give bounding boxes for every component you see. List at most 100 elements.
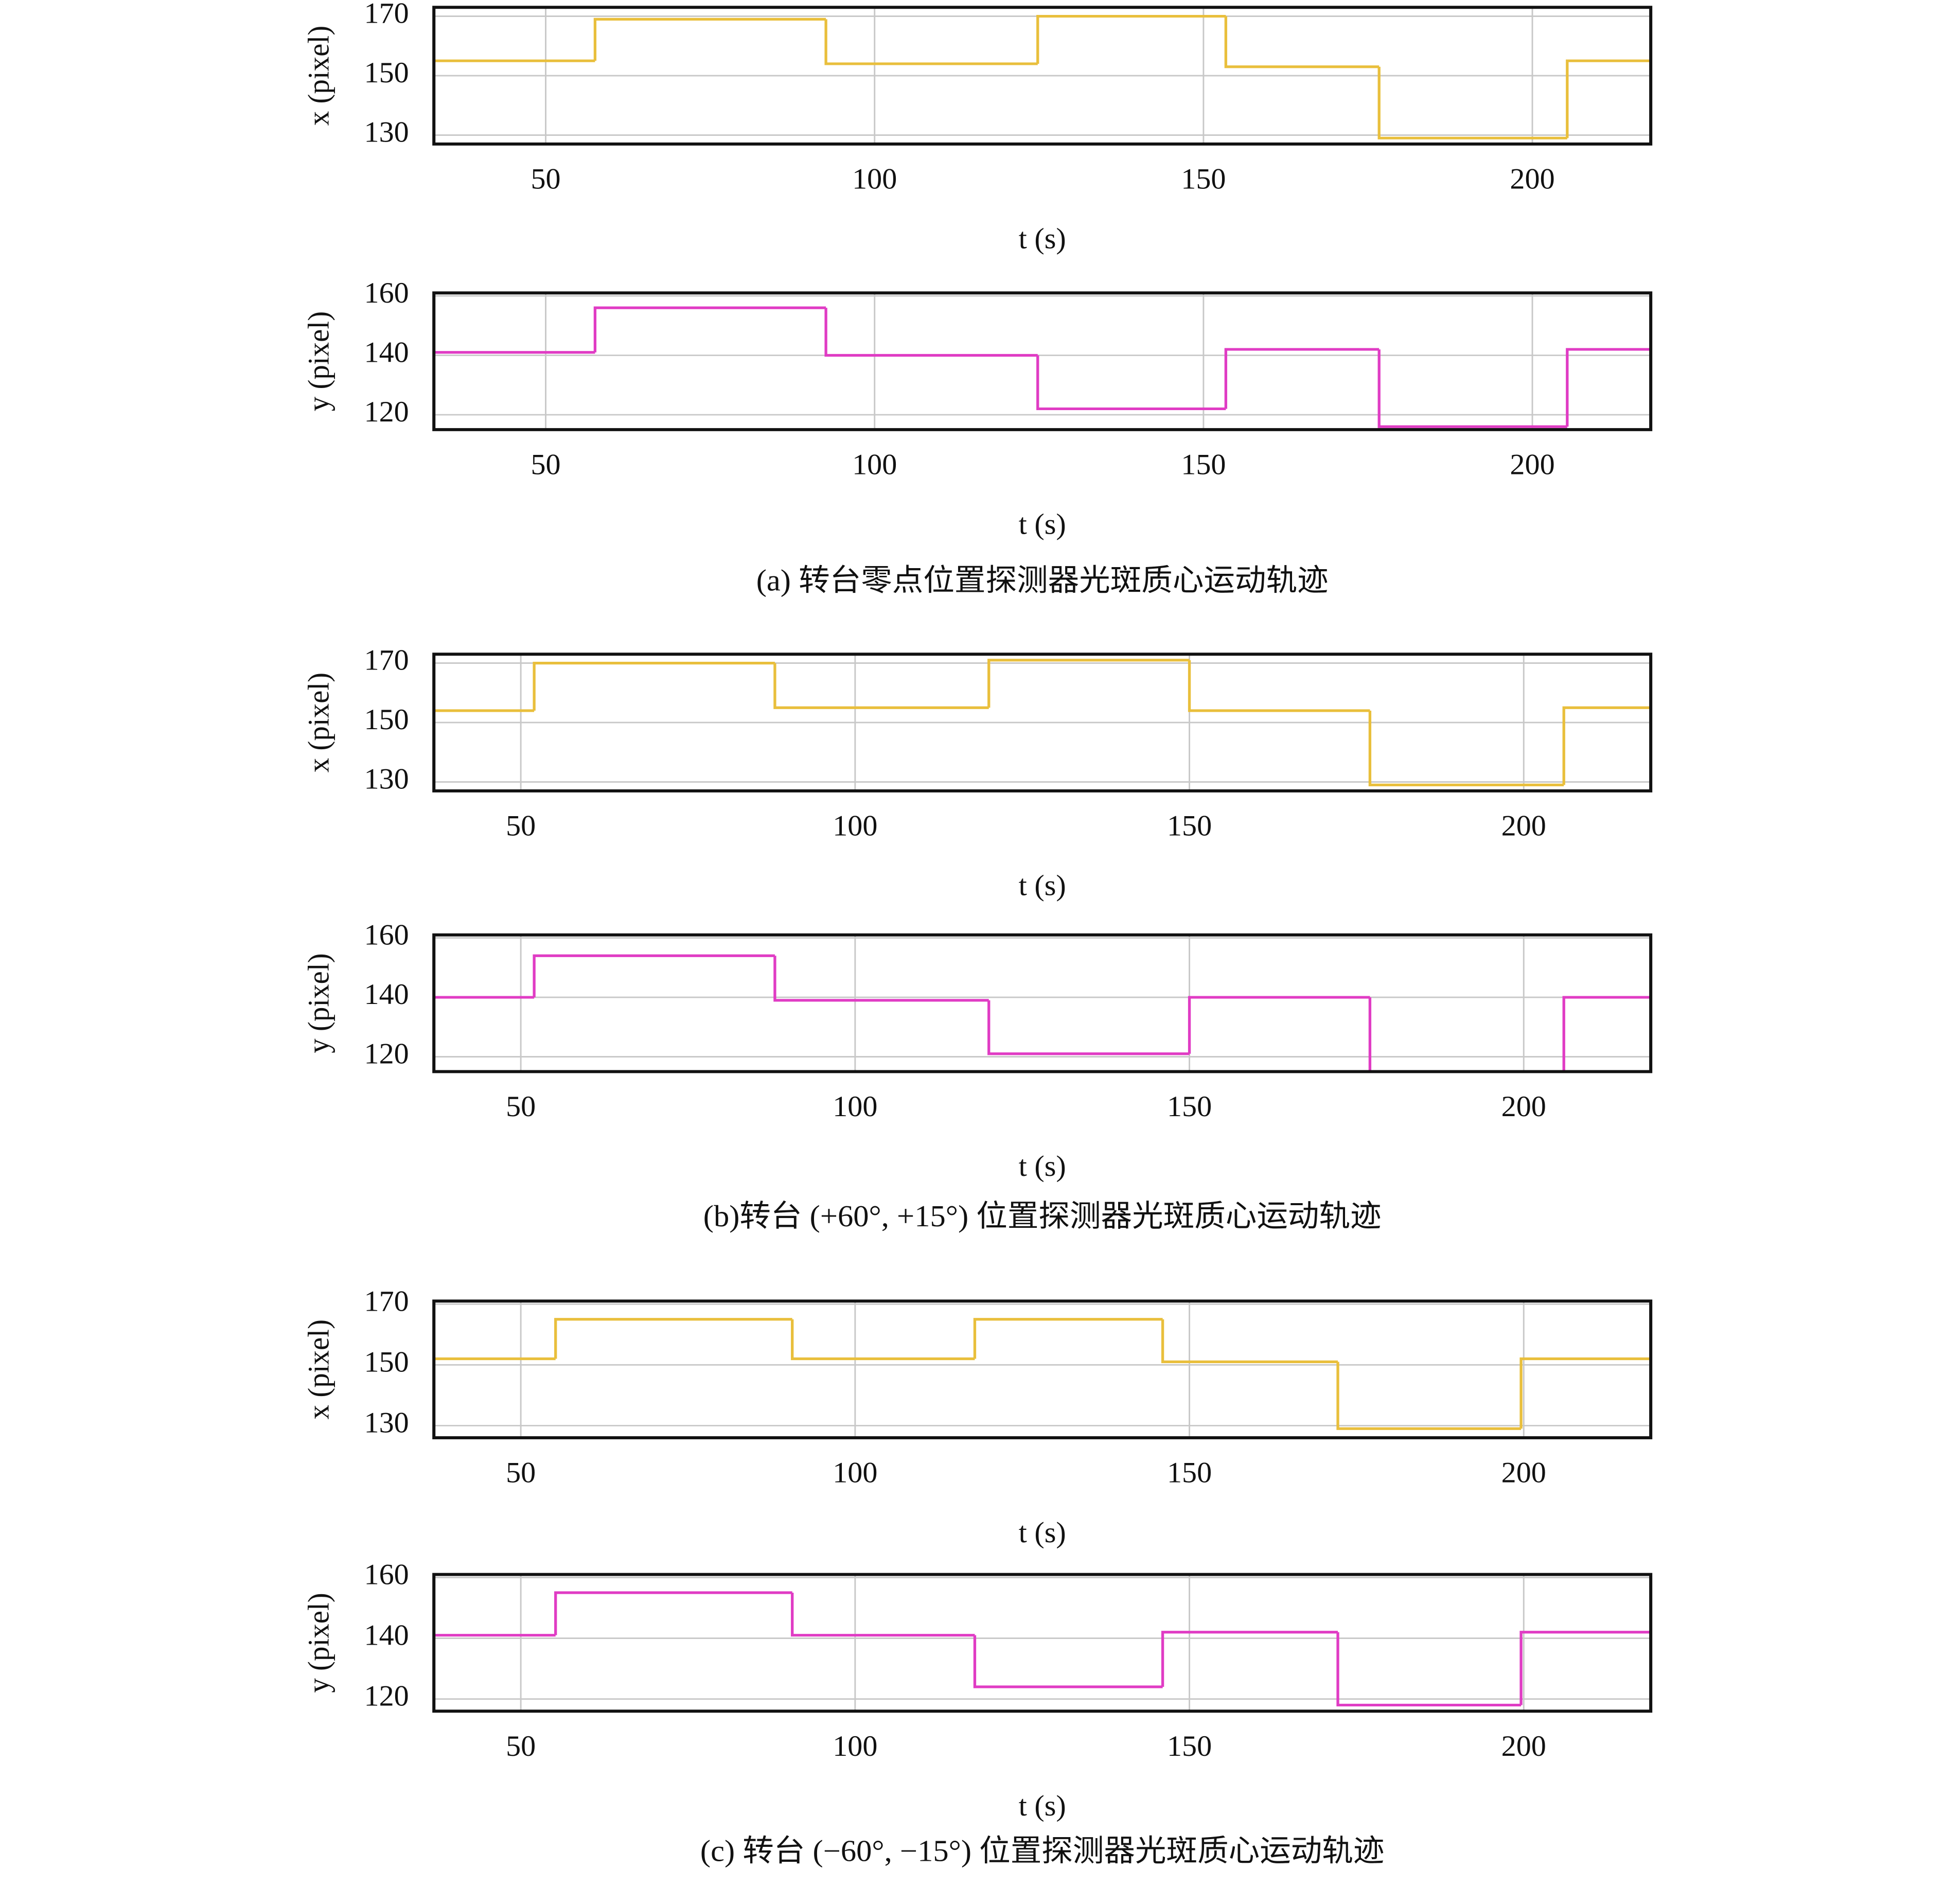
x-tick-label: 50 [506, 810, 536, 842]
x-tick-label: 150 [1167, 810, 1212, 842]
x-tick-label: 50 [531, 163, 560, 195]
x-tick-label: 50 [531, 449, 560, 481]
y-tick-label: 160 [364, 919, 409, 951]
y-tick-label: 130 [364, 116, 409, 148]
step-segment [1036, 355, 1226, 411]
plot-frame [432, 1299, 1653, 1439]
y-tick-label: 170 [364, 0, 409, 29]
step-segment [824, 19, 1038, 65]
y-tick-label: 150 [364, 704, 409, 736]
x-tick-label: 150 [1181, 449, 1226, 481]
x-tick-label: 200 [1501, 1091, 1546, 1123]
step-segment [1336, 1362, 1522, 1430]
plot-frame [432, 933, 1653, 1073]
x-tick-label: 150 [1167, 1457, 1212, 1489]
step-segment [554, 1318, 792, 1359]
x-tick-label: 100 [852, 163, 897, 195]
y-tick-label: 120 [364, 1680, 409, 1712]
y-tick-label: 160 [364, 277, 409, 309]
step-segment [554, 1591, 792, 1635]
step-segment [773, 956, 989, 1002]
x-tick-label: 50 [506, 1091, 536, 1123]
y-tick-label: 140 [364, 337, 409, 368]
y-axis-label: x (pixel) [303, 673, 335, 772]
x-tick-label: 100 [833, 1457, 877, 1489]
x-tick-label: 50 [506, 1730, 536, 1762]
step-segment [1566, 348, 1651, 427]
caption: (b)转台 (+60°, +15°) 位置探测器光斑质心运动轨迹 [703, 1200, 1382, 1233]
step-segment [1519, 1631, 1651, 1705]
y-axis-label: x (pixel) [303, 1319, 335, 1419]
y-tick-label: 150 [364, 57, 409, 89]
y-tick-label: 140 [364, 979, 409, 1011]
step-segment [987, 659, 1190, 708]
x-axis-label: t (s) [1019, 1517, 1066, 1548]
x-tick-label: 100 [833, 810, 877, 842]
x-axis-label: t (s) [1019, 1790, 1066, 1822]
y-axis-label: y (pixel) [303, 311, 335, 411]
x-tick-label: 200 [1510, 449, 1554, 481]
caption: (c) 转台 (−60°, −15°) 位置探测器光斑质心运动轨迹 [700, 1834, 1385, 1867]
step-segment [1368, 997, 1564, 1073]
step-segment [1036, 14, 1226, 64]
step-segment [791, 1319, 975, 1361]
y-tick-label: 150 [364, 1346, 409, 1378]
x-tick-label: 200 [1510, 163, 1554, 195]
y-axis-label: x (pixel) [303, 26, 335, 126]
y-tick-label: 130 [364, 1407, 409, 1439]
y-tick-label: 120 [364, 396, 409, 428]
x-tick-label: 200 [1501, 810, 1546, 842]
step-segment [1161, 1631, 1338, 1687]
x-tick-label: 150 [1167, 1091, 1212, 1123]
step-segment [1562, 706, 1651, 785]
x-tick-label: 100 [852, 449, 897, 481]
step-segment [1188, 996, 1370, 1054]
step-segment [1224, 16, 1380, 68]
step-segment [973, 1318, 1163, 1359]
caption: (a) 转台零点位置探测器光斑质心运动轨迹 [756, 563, 1329, 597]
y-tick-label: 130 [364, 763, 409, 795]
step-segment [1224, 348, 1380, 409]
step-segment [1368, 711, 1564, 786]
step-segment [791, 1593, 975, 1637]
step-segment [1562, 996, 1651, 1072]
step-segment [1188, 660, 1370, 712]
step-segment [1161, 1319, 1338, 1364]
x-tick-label: 150 [1181, 163, 1226, 195]
y-axis-label: y (pixel) [303, 1593, 335, 1693]
step-segment [1336, 1632, 1522, 1707]
y-tick-label: 170 [364, 1285, 409, 1317]
x-tick-label: 100 [833, 1730, 877, 1762]
y-tick-label: 160 [364, 1559, 409, 1591]
x-tick-label: 100 [833, 1091, 877, 1123]
x-axis-label: t (s) [1019, 1151, 1066, 1183]
step-segment [1377, 349, 1567, 428]
step-segment [773, 663, 989, 709]
step-segment [987, 1000, 1190, 1055]
step-segment [533, 954, 775, 998]
step-segment [1566, 59, 1651, 138]
y-tick-label: 120 [364, 1038, 409, 1070]
step-segment [533, 661, 775, 711]
y-tick-label: 170 [364, 644, 409, 676]
y-axis-label: y (pixel) [303, 953, 335, 1053]
step-segment [1519, 1357, 1651, 1429]
x-tick-label: 200 [1501, 1730, 1546, 1762]
x-tick-label: 50 [506, 1457, 536, 1489]
step-segment [593, 17, 826, 61]
y-tick-label: 140 [364, 1619, 409, 1651]
plot-frame [432, 291, 1653, 431]
plot-frame [432, 1573, 1653, 1713]
x-tick-label: 200 [1501, 1457, 1546, 1489]
x-axis-label: t (s) [1019, 508, 1066, 540]
plot-frame [432, 653, 1653, 792]
step-segment [973, 1635, 1163, 1688]
x-axis-label: t (s) [1019, 223, 1066, 255]
step-segment [593, 306, 826, 352]
x-tick-label: 150 [1167, 1730, 1212, 1762]
plot-frame [432, 6, 1653, 146]
step-segment [1377, 66, 1567, 139]
x-axis-label: t (s) [1019, 870, 1066, 902]
step-segment [824, 308, 1038, 357]
